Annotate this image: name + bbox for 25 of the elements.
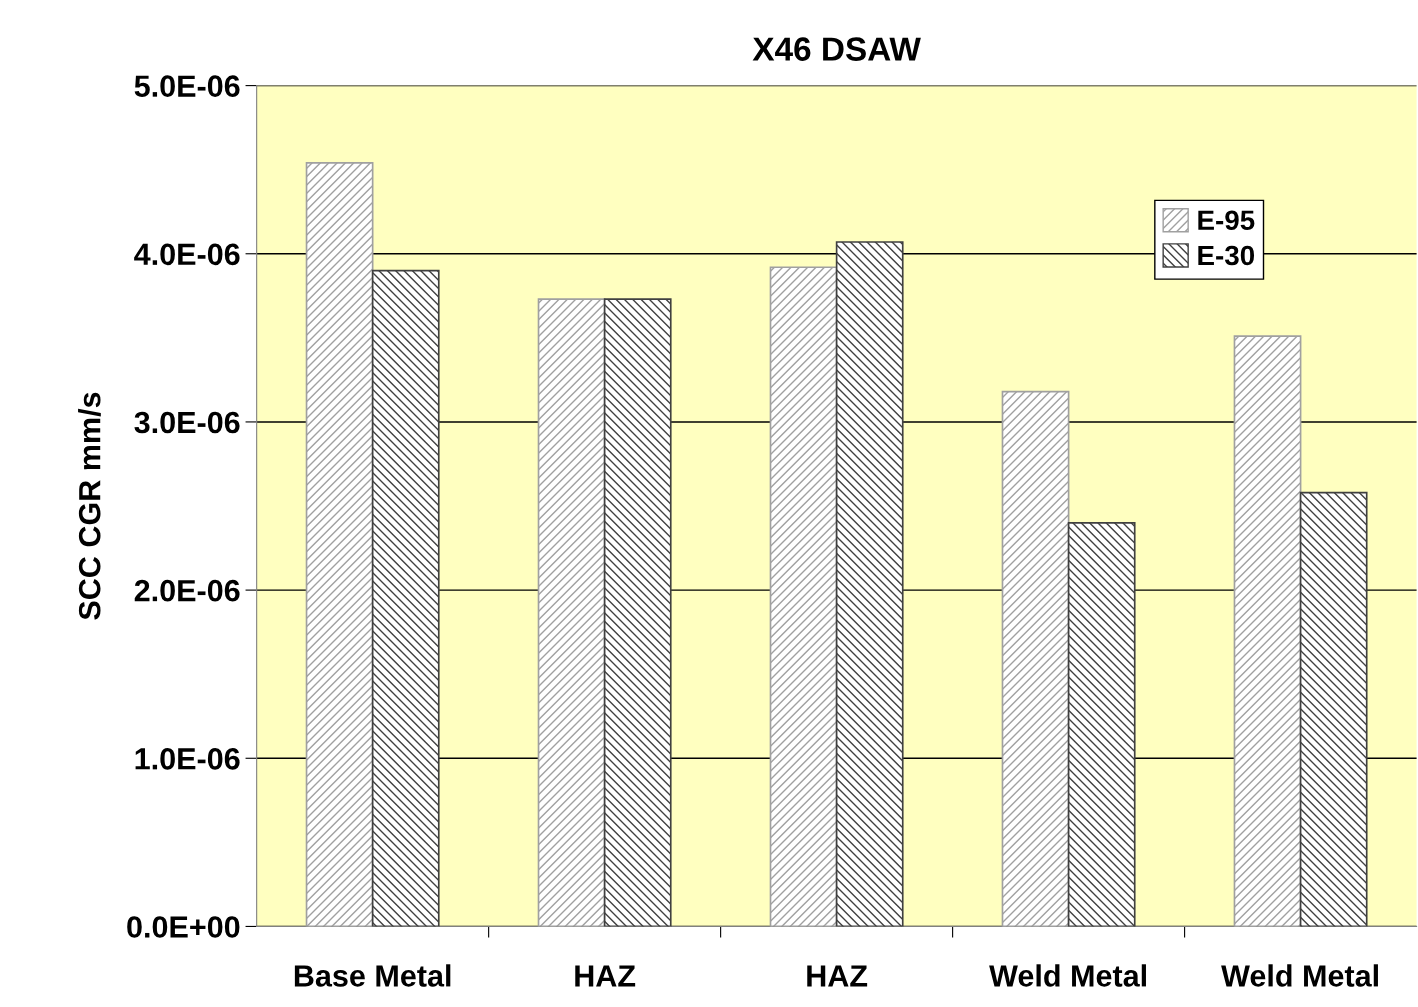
y-axis-title: SCC CGR mm/s	[78, 392, 101, 620]
legend-label: E-95	[1198, 210, 1255, 231]
y-tick-label: 4.0E-06	[134, 243, 240, 266]
bar	[371, 269, 440, 927]
y-tick-label: 5.0E-06	[134, 75, 240, 97]
legend-label: E-30	[1198, 245, 1255, 266]
bar	[769, 266, 838, 927]
x-tick-label: Weld Metal	[989, 964, 1146, 987]
bar	[1299, 491, 1368, 927]
bar	[305, 162, 374, 927]
bar	[835, 241, 904, 927]
y-tick-label: 1.0E-06	[135, 748, 240, 770]
bar	[1067, 521, 1136, 927]
y-tick-label: 0.0E+00	[127, 916, 240, 938]
x-tick-label: HAZ	[575, 965, 636, 987]
bar	[537, 298, 606, 927]
y-tick-label: 2.0E-06	[134, 579, 240, 602]
bar	[1233, 335, 1302, 927]
y-tick-label: 3.0E-06	[134, 411, 240, 434]
x-tick-label: HAZ	[807, 965, 868, 987]
x-tick-label: Weld Metal	[1221, 964, 1378, 987]
bar	[1001, 390, 1070, 927]
x-tick-label: Base Metal	[294, 964, 451, 987]
bar	[603, 298, 672, 927]
chart-title: X46 DSAW	[752, 37, 921, 61]
